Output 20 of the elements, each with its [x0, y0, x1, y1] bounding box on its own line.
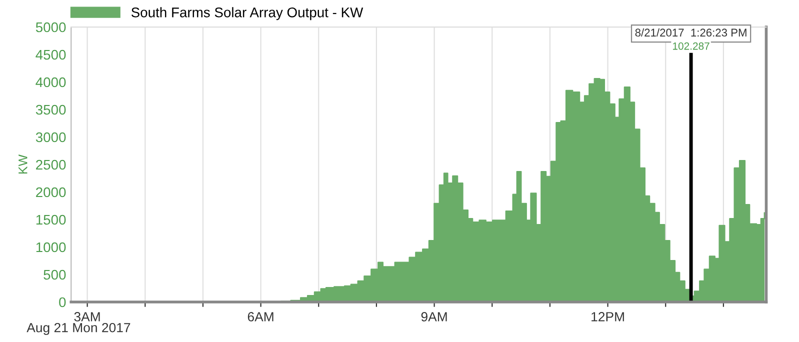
x-tick-label: 9AM [421, 312, 447, 322]
x-tick-label: 3AM [74, 312, 100, 322]
y-tick-label: 3500 [36, 104, 66, 115]
y-tick-label: 1000 [36, 242, 66, 252]
y-tick-label: 2000 [36, 187, 66, 198]
y-tick-label: 1500 [36, 214, 66, 225]
x-axis-title: Aug 21 Mon 2017 [26, 322, 130, 335]
annotation: 102.287 [673, 42, 710, 50]
y-tick-label: 4000 [36, 77, 66, 88]
annotation: 8/21/2017 1:26:23 PM [635, 28, 746, 37]
y-tick-label: 500 [44, 270, 66, 280]
y-tick-label: 3000 [36, 132, 66, 142]
x-tick-label: 12PM [592, 312, 624, 322]
x-tick-label: 6AM [248, 312, 274, 322]
y-tick-label: 4500 [36, 50, 66, 60]
legend-label: South Farms Solar Array Output - KW [131, 7, 364, 20]
y-tick-label: 5000 [36, 22, 66, 32]
y-tick-label: 2500 [36, 160, 66, 170]
y-axis-title: KW [18, 154, 28, 174]
y-tick-label: 0 [59, 297, 66, 308]
